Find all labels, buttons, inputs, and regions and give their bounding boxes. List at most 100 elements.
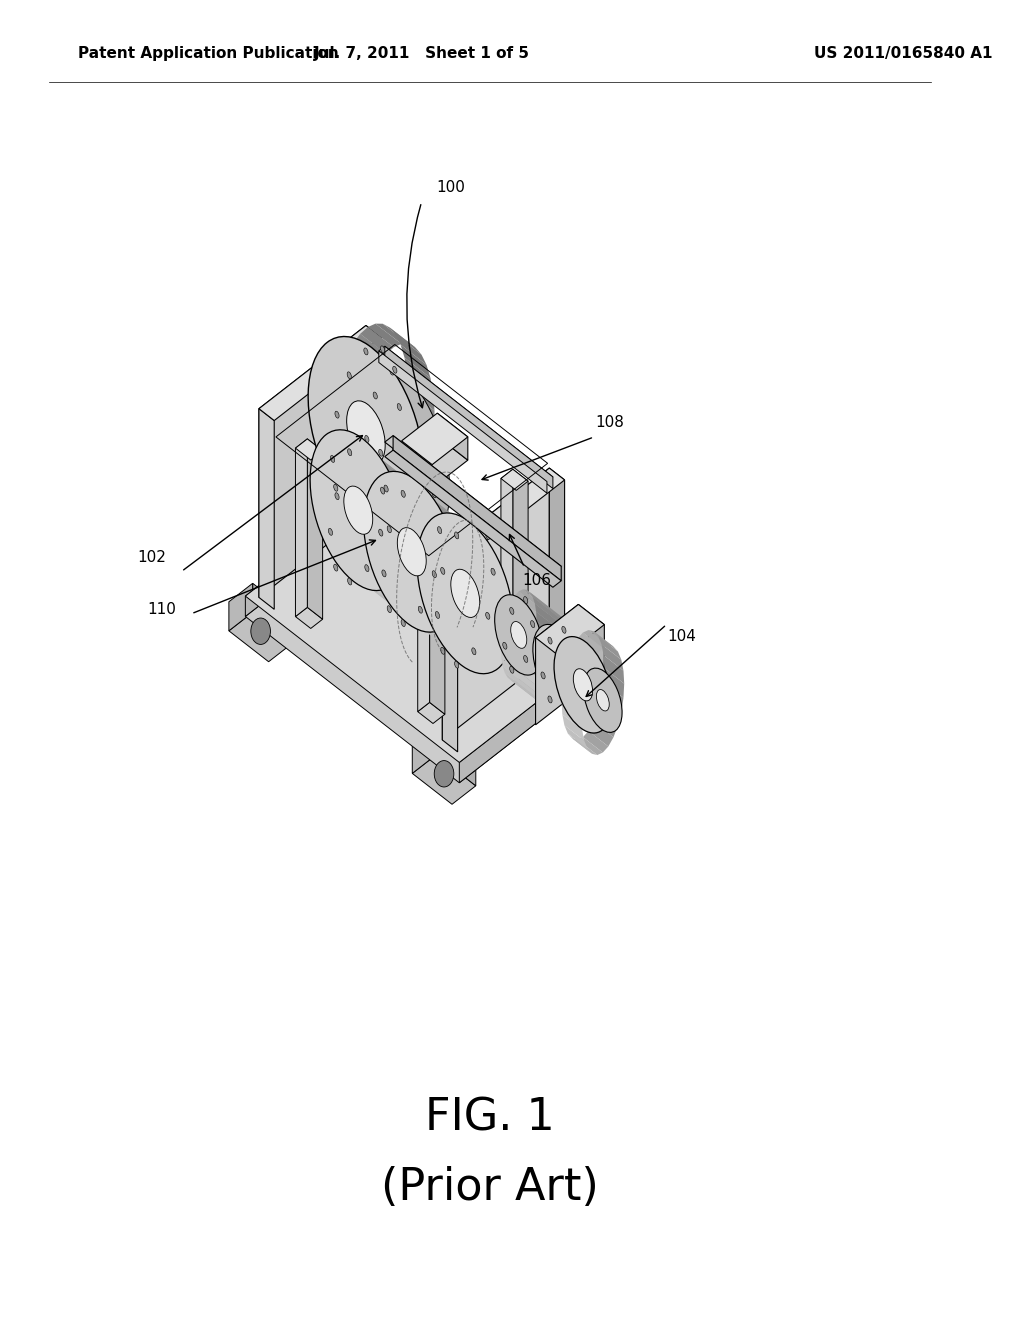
Polygon shape — [519, 589, 561, 620]
Ellipse shape — [370, 416, 415, 491]
Polygon shape — [435, 523, 489, 576]
Ellipse shape — [437, 527, 441, 533]
Polygon shape — [382, 492, 435, 545]
Polygon shape — [353, 568, 412, 612]
Polygon shape — [418, 702, 444, 723]
Polygon shape — [345, 463, 402, 513]
Text: FIG. 1: FIG. 1 — [425, 1097, 555, 1139]
Polygon shape — [505, 673, 546, 708]
Ellipse shape — [347, 401, 385, 465]
Polygon shape — [380, 471, 435, 523]
Circle shape — [370, 525, 389, 552]
Ellipse shape — [397, 404, 401, 411]
Ellipse shape — [365, 436, 369, 442]
Polygon shape — [561, 701, 583, 730]
Polygon shape — [390, 535, 445, 589]
Polygon shape — [376, 323, 409, 345]
Polygon shape — [296, 607, 323, 628]
Ellipse shape — [455, 532, 459, 539]
Ellipse shape — [532, 624, 581, 705]
Polygon shape — [511, 595, 553, 631]
Polygon shape — [246, 504, 365, 616]
Polygon shape — [253, 583, 293, 643]
Polygon shape — [531, 634, 555, 681]
Ellipse shape — [331, 455, 335, 462]
Polygon shape — [375, 527, 431, 579]
Polygon shape — [564, 660, 588, 689]
Polygon shape — [389, 327, 422, 355]
Polygon shape — [388, 570, 442, 623]
Ellipse shape — [334, 356, 450, 549]
Polygon shape — [388, 581, 443, 632]
Text: 104: 104 — [667, 628, 696, 644]
Polygon shape — [429, 569, 485, 622]
Polygon shape — [532, 597, 573, 634]
Polygon shape — [601, 682, 624, 711]
Ellipse shape — [596, 689, 609, 711]
Polygon shape — [501, 649, 540, 688]
Circle shape — [434, 760, 454, 787]
Polygon shape — [555, 634, 595, 693]
Polygon shape — [526, 590, 568, 622]
Polygon shape — [425, 494, 482, 539]
Ellipse shape — [423, 424, 427, 430]
Polygon shape — [431, 557, 487, 610]
Polygon shape — [515, 678, 557, 710]
Polygon shape — [536, 605, 604, 657]
Polygon shape — [376, 516, 409, 548]
Ellipse shape — [549, 651, 565, 678]
Polygon shape — [335, 540, 390, 591]
Polygon shape — [425, 579, 482, 631]
Polygon shape — [594, 631, 617, 652]
Polygon shape — [413, 726, 436, 774]
Polygon shape — [508, 677, 549, 710]
Polygon shape — [365, 504, 579, 690]
Polygon shape — [379, 375, 406, 396]
Polygon shape — [229, 583, 253, 631]
Ellipse shape — [373, 533, 377, 540]
Polygon shape — [549, 469, 564, 669]
Polygon shape — [529, 593, 571, 627]
Polygon shape — [296, 438, 323, 461]
Polygon shape — [522, 668, 564, 704]
Ellipse shape — [451, 569, 479, 618]
Ellipse shape — [530, 620, 535, 627]
Ellipse shape — [387, 606, 391, 612]
Polygon shape — [442, 469, 564, 564]
Polygon shape — [368, 528, 401, 556]
Polygon shape — [532, 642, 573, 681]
Polygon shape — [335, 517, 388, 570]
Polygon shape — [385, 346, 553, 488]
Polygon shape — [502, 659, 541, 696]
Polygon shape — [536, 605, 579, 725]
Polygon shape — [503, 667, 543, 702]
Polygon shape — [519, 675, 561, 708]
Polygon shape — [349, 570, 408, 612]
Polygon shape — [246, 524, 579, 783]
Polygon shape — [522, 589, 564, 619]
Ellipse shape — [407, 507, 411, 515]
Polygon shape — [368, 449, 425, 494]
Ellipse shape — [472, 519, 476, 525]
Polygon shape — [505, 610, 546, 648]
Ellipse shape — [356, 475, 360, 483]
Ellipse shape — [390, 368, 394, 375]
Polygon shape — [366, 326, 381, 527]
Ellipse shape — [347, 578, 352, 585]
Polygon shape — [395, 606, 452, 652]
Ellipse shape — [523, 597, 527, 603]
Polygon shape — [408, 409, 434, 449]
Ellipse shape — [308, 337, 424, 529]
Polygon shape — [329, 389, 359, 428]
Polygon shape — [408, 374, 434, 411]
Polygon shape — [501, 469, 513, 647]
Ellipse shape — [381, 487, 385, 494]
Polygon shape — [535, 603, 574, 642]
Polygon shape — [501, 638, 528, 659]
Polygon shape — [531, 663, 595, 711]
Polygon shape — [431, 504, 487, 554]
Polygon shape — [511, 680, 553, 710]
Polygon shape — [368, 323, 401, 347]
Ellipse shape — [335, 411, 339, 418]
Polygon shape — [594, 710, 617, 737]
